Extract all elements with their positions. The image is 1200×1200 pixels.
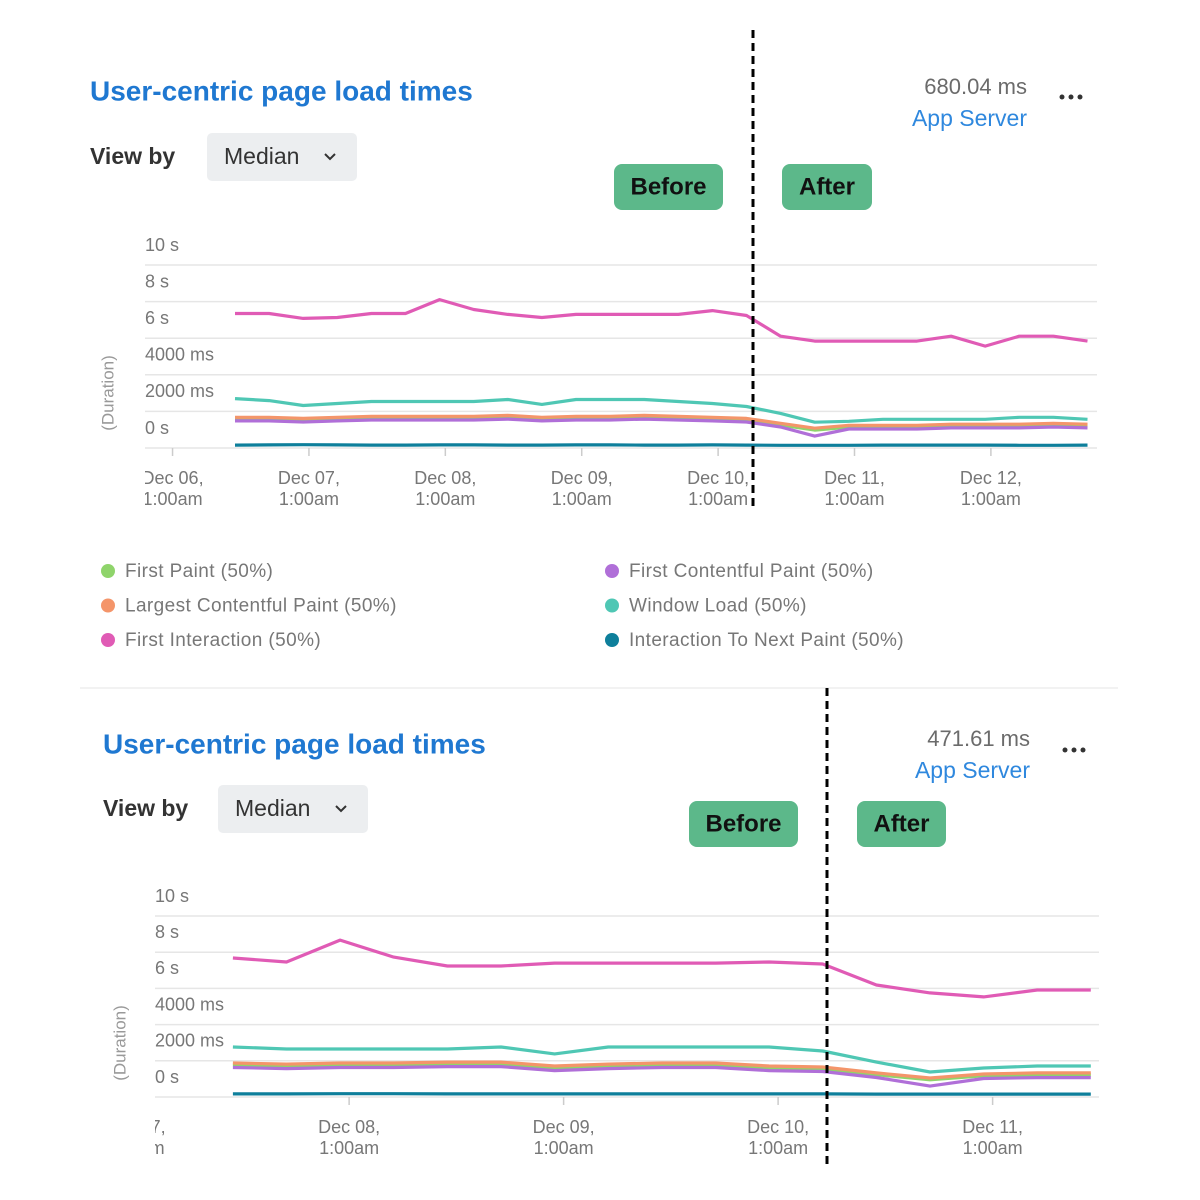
panel-title: User-centric page load times: [90, 75, 473, 106]
annotation: After: [799, 173, 855, 200]
series-line: [235, 417, 1088, 438]
x-tick-label: Dec 13, 1:00am: [1057, 468, 1097, 510]
annotation: Before: [630, 173, 706, 200]
view-by-label: View by: [90, 143, 175, 169]
chevron: [335, 805, 347, 813]
series-line: [235, 298, 1088, 348]
y-tick-label: 0 s: [155, 1067, 179, 1087]
series-line: [234, 443, 1088, 447]
y-tick-label: 4000 ms: [155, 994, 224, 1014]
view-by-dropdown[interactable]: [218, 785, 368, 833]
annotation: After: [873, 810, 929, 837]
view-by-value[interactable]: Median: [235, 795, 310, 821]
series-line: [235, 415, 1088, 432]
annotation-box: [689, 801, 798, 847]
series-line: [232, 1060, 1091, 1080]
x-tick-label: Dec 12, 1:00am: [959, 468, 1022, 509]
y-tick-label: 6 s: [145, 308, 169, 328]
y-tick-label: 8 s: [145, 271, 169, 291]
x-tick-label: Dec 08, 1:00am: [318, 1117, 381, 1158]
annotation-box: [857, 801, 946, 847]
menu-icon[interactable]: [1059, 94, 1083, 100]
series-line: [234, 397, 1088, 424]
legend-label: First Paint (50%): [125, 561, 273, 582]
legend-label: Window Load (50%): [629, 596, 807, 617]
summary-value: 471.61 ms: [927, 726, 1030, 751]
summary-value: 680.04 ms: [924, 74, 1027, 99]
annotation: Before: [705, 810, 781, 837]
panel-title: User-centric page load times: [103, 728, 486, 759]
legend-label: First Interaction (50%): [125, 630, 321, 651]
legend-swatch: [101, 598, 115, 613]
annotation-box: [614, 164, 723, 210]
x-tick-label: Dec 10, 1:00am: [687, 468, 750, 509]
x-tick-label: Dec 09, 1:00am: [550, 468, 613, 509]
x-tick-label: Dec 07, 1:00am: [155, 1117, 166, 1158]
view-by-value[interactable]: Median: [224, 143, 299, 169]
legend-swatch: [101, 564, 115, 578]
plot: 0 s 2000 ms 4000 ms 6 s 8 s 10 s: [145, 235, 1097, 456]
y-tick-label: 8 s: [155, 922, 179, 942]
x-axis-labels: Dec 07, 1:00am Dec 08, 1:00am Dec 09, 1:00…: [155, 1117, 1099, 1167]
y-axis-label: (Duration): [110, 1005, 129, 1081]
annotation-box: [782, 164, 872, 210]
series-line: [232, 938, 1091, 999]
series-line: [232, 1045, 1091, 1074]
x-tick-label: Dec 11, 1:00am: [824, 468, 885, 509]
menu-icon[interactable]: [1062, 747, 1086, 753]
x-tick-label: Dec 07, 1:00am: [277, 468, 340, 509]
series-line: [232, 1065, 1091, 1088]
x-axis-labels: Dec 06, 1:00am Dec 07, 1:00am Dec 08, 1:00…: [145, 468, 1097, 518]
legend-label: Largest Contentful Paint (50%): [125, 596, 397, 617]
chevron: [324, 153, 336, 161]
series-line: [232, 1062, 1091, 1082]
legend-label: First Contentful Paint (50%): [629, 561, 874, 582]
x-tick-label: Dec 08, 1:00am: [414, 468, 477, 509]
legend-swatch: [101, 633, 115, 647]
plot: 0 s 2000 ms 4000 ms 6 s 8 s 10 s: [155, 886, 1099, 1105]
x-tick-label: Dec 06, 1:00am: [145, 468, 204, 509]
summary-label[interactable]: App Server: [915, 757, 1030, 783]
legend-swatch: [605, 564, 619, 578]
y-tick-label: 4000 ms: [145, 345, 214, 365]
y-tick-label: 6 s: [155, 958, 179, 978]
view-by-dropdown[interactable]: [207, 133, 357, 181]
legend-swatch: [605, 633, 619, 647]
y-tick-label: 2000 ms: [155, 1031, 224, 1051]
x-tick-label: Dec 11, 1:00am: [962, 1117, 1023, 1158]
y-tick-label: 10 s: [145, 235, 179, 255]
y-tick-label: 2000 ms: [145, 381, 214, 401]
y-axis-label: (Duration): [98, 355, 117, 431]
series-line: [235, 413, 1088, 430]
legend-swatch: [605, 598, 619, 613]
x-tick-label: Dec 09, 1:00am: [532, 1117, 595, 1158]
summary-label[interactable]: App Server: [912, 105, 1027, 131]
y-tick-label: 10 s: [155, 886, 189, 906]
x-tick-label: Dec 10, 1:00am: [747, 1117, 810, 1158]
y-tick-label: 0 s: [145, 418, 169, 438]
view-by-label: View by: [103, 795, 188, 821]
legend-label: Interaction To Next Paint (50%): [629, 630, 904, 651]
